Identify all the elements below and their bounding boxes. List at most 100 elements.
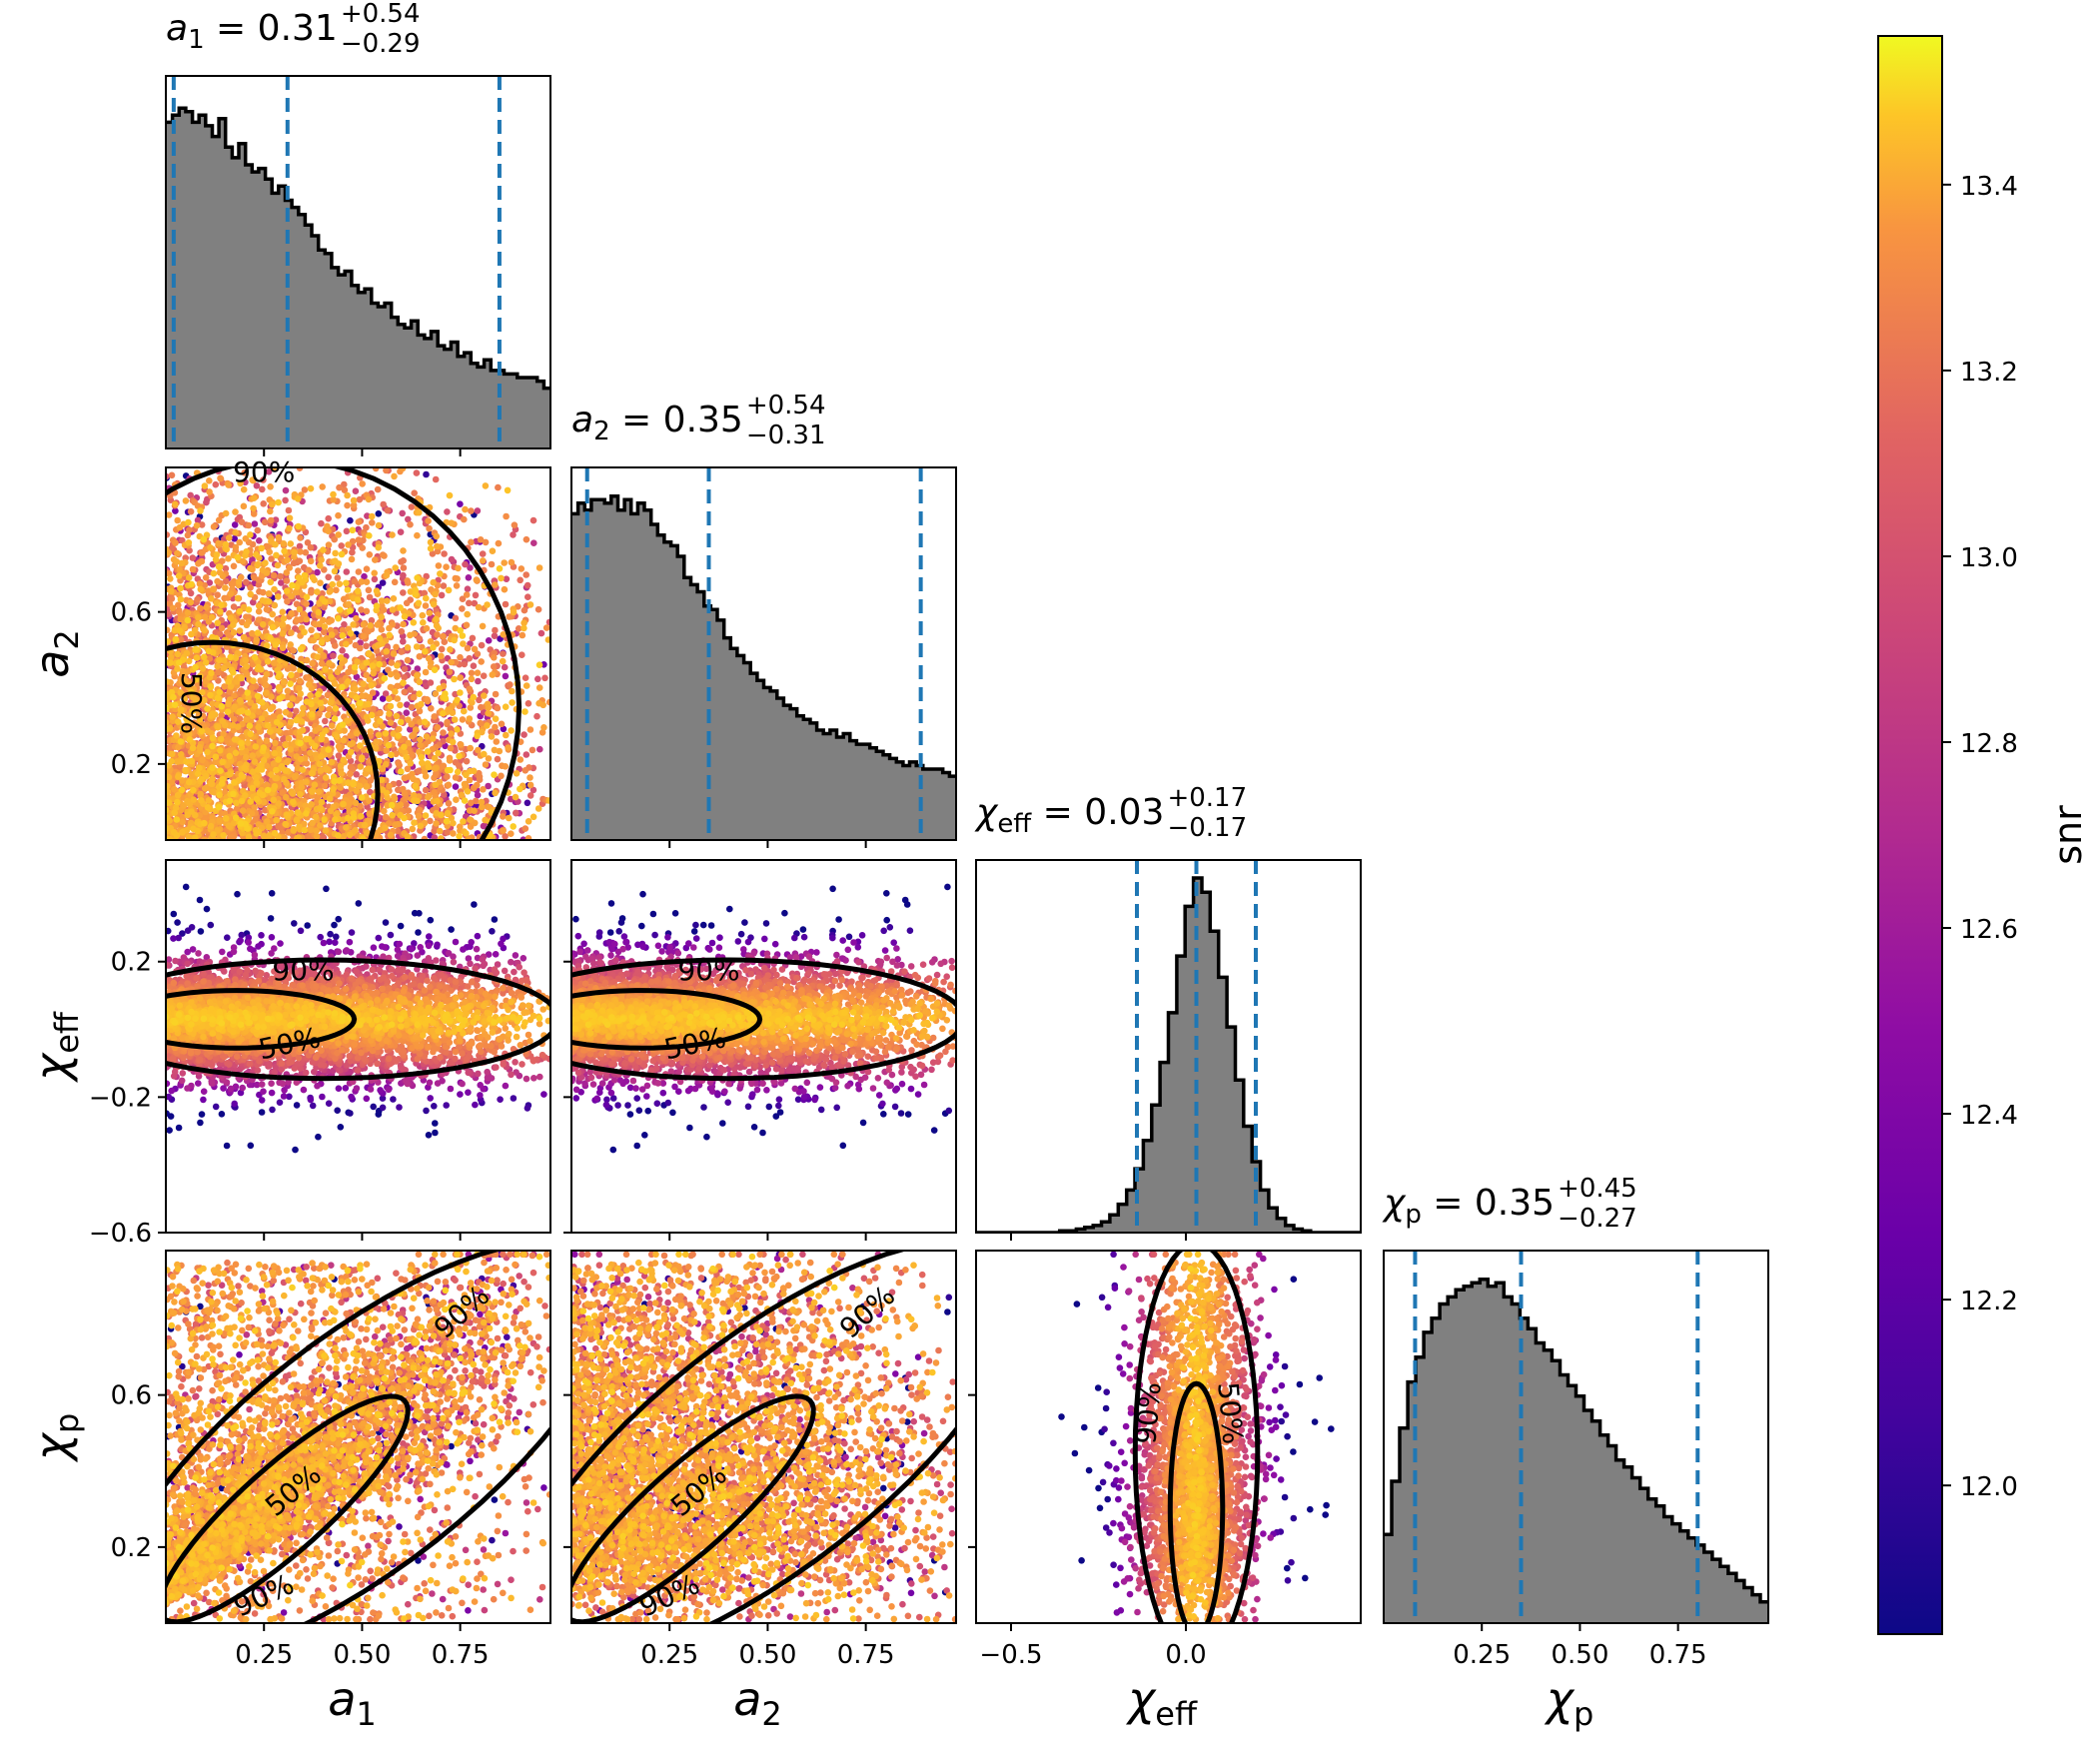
scatter-point [423, 594, 430, 602]
scatter-point [339, 647, 346, 654]
scatter-point [299, 766, 307, 773]
scatter-point [174, 516, 181, 524]
scatter-point [374, 485, 382, 493]
scatter-point [268, 555, 275, 562]
scatter-point [452, 574, 460, 582]
scatter-point [266, 598, 273, 605]
scatter-point [472, 591, 480, 599]
scatter-point [464, 644, 472, 652]
scatter-point [282, 486, 290, 494]
scatter-point [307, 557, 315, 565]
scatter-point [249, 752, 256, 759]
scatter-point [493, 738, 501, 745]
scatter-point [382, 690, 390, 697]
scatter-point [363, 659, 371, 666]
scatter-point [325, 573, 333, 581]
scatter-point [325, 527, 332, 534]
scatter-point [473, 576, 481, 583]
scatter-point [502, 833, 509, 840]
scatter-point [426, 524, 433, 532]
scatter-point [317, 822, 324, 829]
scatter-point [433, 615, 440, 623]
scatter-point [265, 590, 273, 597]
scatter-point [290, 647, 298, 654]
scatter-point [387, 719, 395, 726]
scatter-point [517, 576, 524, 584]
scatter-point [283, 569, 291, 576]
scatter-point [404, 577, 412, 584]
scatter-point [230, 628, 238, 636]
scatter-point [203, 603, 210, 611]
scatter-point [308, 626, 315, 634]
scatter-point [326, 659, 333, 667]
scatter-point [414, 665, 422, 672]
scatter-point [295, 567, 302, 574]
scatter-point [187, 491, 194, 499]
scatter-point [222, 815, 230, 822]
scatter-point [523, 682, 530, 689]
scatter-point [468, 669, 476, 677]
scatter-point [403, 753, 411, 761]
scatter-point [353, 730, 361, 737]
scatter-point [436, 827, 444, 835]
scatter-point [303, 760, 311, 767]
scatter-point [383, 647, 391, 655]
scatter-point [348, 555, 356, 563]
scatter-point [453, 582, 461, 589]
scatter-point [287, 718, 295, 726]
scatter-point [208, 595, 215, 602]
scatter-point [249, 555, 256, 563]
scatter-point [446, 491, 454, 499]
scatter-point [317, 804, 324, 812]
scatter-point [390, 595, 398, 602]
scatter-point [438, 811, 445, 819]
scatter-point [382, 813, 390, 821]
scatter-point [266, 548, 274, 555]
scatter-point [259, 566, 267, 574]
scatter-point [404, 701, 411, 708]
scatter-point [488, 733, 496, 740]
scatter-point [255, 607, 263, 615]
scatter-point [451, 675, 458, 683]
scatter-point [322, 774, 330, 781]
scatter-point [271, 782, 279, 790]
scatter-point [393, 643, 400, 651]
scatter-point [332, 642, 339, 649]
scatter-point [194, 516, 202, 524]
scatter-point [509, 687, 516, 695]
scatter-point [519, 631, 526, 639]
scatter-point [347, 770, 354, 778]
scatter-point [271, 601, 279, 609]
scatter-point [397, 701, 404, 709]
scatter-point [523, 535, 530, 543]
scatter-point [427, 679, 435, 686]
scatter-point [469, 634, 477, 642]
scatter-point [404, 644, 412, 651]
scatter-point [414, 797, 421, 805]
scatter-point [255, 616, 263, 623]
scatter-point [221, 683, 228, 690]
scatter-point [263, 542, 271, 550]
scatter-point [405, 716, 412, 723]
scatter-point [202, 574, 210, 581]
scatter-point [400, 571, 407, 579]
scatter-point [444, 508, 451, 515]
scatter-point [282, 708, 290, 716]
scatter-point [276, 708, 283, 715]
scatter-point [322, 827, 330, 834]
scatter-point [395, 802, 402, 809]
scatter-point [524, 799, 531, 807]
scatter-point [177, 636, 185, 643]
scatter-point [228, 834, 236, 840]
scatter-point [239, 807, 247, 814]
scatter-point [446, 668, 454, 675]
scatter-point [198, 776, 205, 783]
scatter-point [510, 608, 518, 616]
scatter-point [521, 731, 527, 738]
scatter-point [481, 750, 488, 758]
scatter-point [280, 615, 288, 622]
scatter-point [313, 833, 321, 840]
scatter-point [505, 744, 512, 751]
scatter-point [197, 747, 204, 754]
scatter-point [295, 809, 302, 816]
